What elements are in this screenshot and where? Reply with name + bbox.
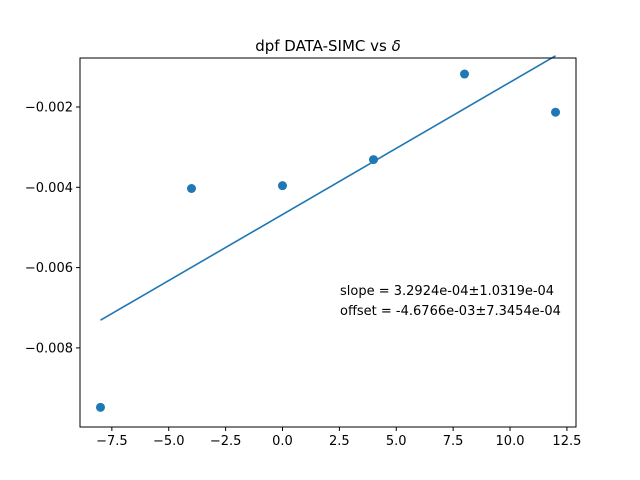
x-tick-label-8: 12.5: [552, 434, 581, 449]
x-tick-label-5: 5.0: [386, 434, 407, 449]
axes-frame: [79, 57, 577, 428]
data-point-2: [277, 181, 287, 191]
y-tick-label-2: −0.004: [25, 181, 73, 196]
data-point-4: [460, 69, 470, 79]
y-tick-label-1: −0.006: [25, 261, 73, 276]
fit-line: [100, 55, 556, 321]
x-tick-label-2: −2.5: [210, 434, 242, 449]
x-tick-label-7: 10.0: [496, 434, 525, 449]
chart-title-main: dpf DATA-SIMC vs: [255, 37, 391, 55]
x-tick-label-6: 7.5: [443, 434, 464, 449]
x-tick-label-3: 0.0: [272, 434, 293, 449]
slope-annotation: slope = 3.2924e-04±1.0319e-04: [340, 284, 554, 299]
data-point-5: [551, 107, 561, 117]
data-point-3: [369, 155, 379, 165]
y-tick-label-0: −0.008: [25, 341, 73, 356]
x-tick-label-0: −7.5: [96, 434, 128, 449]
chart-title: dpf DATA-SIMC vs δ: [255, 37, 401, 55]
x-tick-label-1: −5.0: [153, 434, 185, 449]
data-point-0: [95, 402, 105, 412]
plot-area: −7.5 −5.0 −2.5 0.0 2.5 5.0 7.5 10.0 12.5 −0.008 −0…: [25, 55, 581, 449]
offset-annotation: offset = -4.6766e-03±7.3454e-04: [340, 304, 561, 319]
data-point-1: [186, 183, 196, 193]
chart-title-symbol: δ: [392, 37, 401, 55]
x-tick-label-4: 2.5: [329, 434, 350, 449]
y-tick-label-3: −0.002: [25, 100, 73, 115]
